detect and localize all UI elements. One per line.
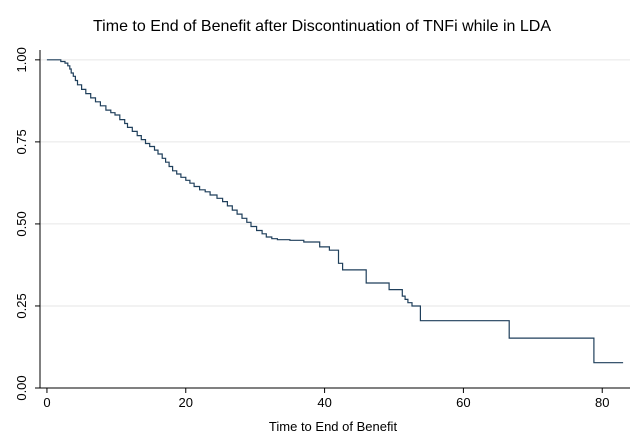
x-tick-label-2: 40 [317,395,331,410]
x-tick-label-1: 20 [179,395,193,410]
chart-title: Time to End of Benefit after Discontinua… [93,18,551,35]
y-tick-label-2: 0.50 [14,211,29,236]
y-tick-label-0: 0.00 [14,375,29,400]
x-axis-ticks: 0 20 40 60 80 [43,388,609,410]
x-tick-label-3: 60 [456,395,470,410]
x-tick-label-0: 0 [43,395,50,410]
survival-curve [46,59,624,364]
y-tick-label-4: 1.00 [14,47,29,72]
y-tick-label-1: 0.25 [14,293,29,318]
gridlines [40,59,630,389]
y-axis-ticks: 0.00 0.25 0.50 0.75 1.00 [14,47,40,401]
x-tick-label-4: 80 [595,395,609,410]
y-tick-label-3: 0.75 [14,129,29,154]
x-axis-title: Time to End of Benefit [269,419,398,433]
